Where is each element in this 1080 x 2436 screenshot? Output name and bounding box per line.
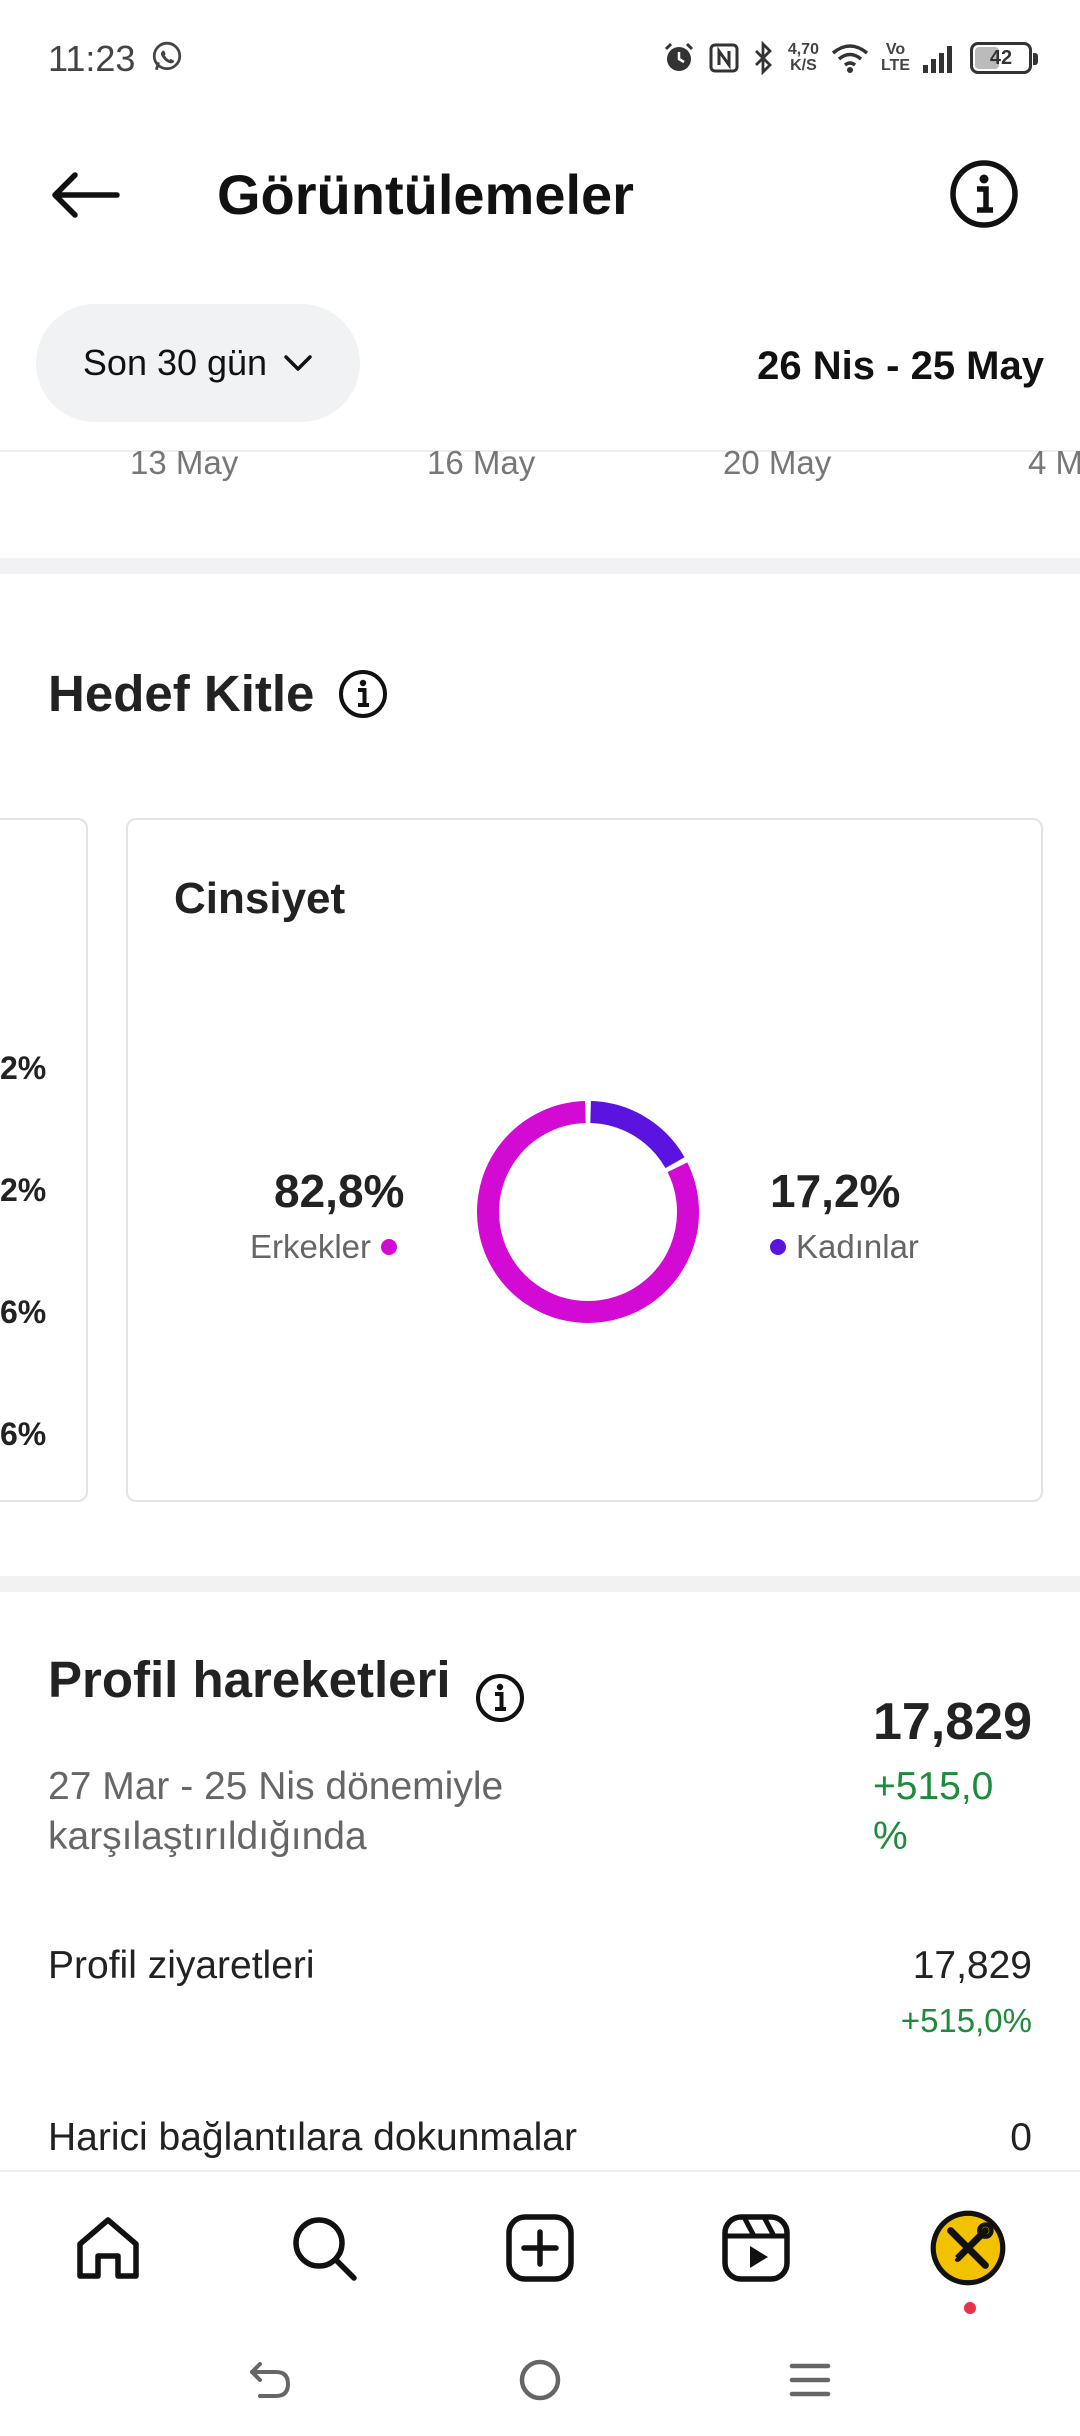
nav-home[interactable] [68, 2208, 148, 2288]
percentage-value: 2% [0, 1050, 47, 1086]
menu-lines-icon [789, 2363, 831, 2397]
search-icon [293, 2217, 357, 2281]
women-legend: Kadınlar [770, 1228, 919, 1266]
reels-icon [722, 2214, 790, 2282]
home-circle-icon [519, 2359, 561, 2401]
wifi-icon [831, 44, 869, 73]
bluetooth-icon [754, 41, 772, 75]
audience-title: Hedef Kitle [48, 665, 315, 722]
gender-donut-chart [477, 1101, 699, 1323]
axis-label: 16 May [427, 444, 536, 481]
nav-profile[interactable] [928, 2208, 1008, 2288]
percentage-value: 2% [0, 1172, 47, 1208]
bottom-nav [0, 2170, 1080, 2320]
volte-indicator: Vo LTE [880, 41, 910, 74]
status-bar: 11:23 4,70 K/S Vo LTE [0, 0, 1080, 120]
chevron-down-icon [284, 355, 312, 371]
divider [0, 450, 1080, 452]
profile-activity-title: Profil hareketleri [48, 1651, 451, 1708]
women-label: Kadınlar [796, 1228, 919, 1265]
back-button[interactable] [40, 158, 130, 232]
nav-search[interactable] [284, 2208, 364, 2288]
men-color-dot [381, 1239, 398, 1255]
profile-visits-value: 17,829 [912, 1944, 1032, 1987]
comparison-note: 27 Mar - 25 Nis dönemiyle karşılaştırıld… [48, 1765, 504, 1858]
axis-label: 13 May [130, 444, 239, 481]
info-icon[interactable] [948, 158, 1020, 230]
donut-segment-men [477, 1101, 699, 1323]
signal-icon [923, 46, 952, 73]
section-separator [0, 558, 1080, 574]
period-label: Son 30 gün [82, 342, 268, 383]
status-time: 11:23 [48, 38, 136, 79]
info-icon[interactable] [474, 1672, 526, 1724]
home-icon [77, 2217, 139, 2279]
date-range: 26 Nis - 25 May [757, 344, 1044, 388]
women-color-dot [770, 1239, 786, 1255]
external-link-taps-label: Harici bağlantılara dokunmalar [48, 2116, 577, 2159]
system-nav-bar [0, 2320, 1080, 2436]
profile-activity-total: 17,829 [872, 1693, 1032, 1751]
percentage-value: 6% [0, 1294, 47, 1330]
percentage-value: 6% [0, 1416, 47, 1452]
whatsapp-icon [152, 41, 182, 71]
system-back-button[interactable] [240, 2350, 300, 2410]
back-gesture-icon [250, 2362, 291, 2398]
page-title: Görüntülemeler [217, 163, 634, 226]
men-label: Erkekler [250, 1228, 372, 1265]
alarm-icon [664, 42, 693, 71]
battery-indicator: 42 [970, 42, 1038, 74]
network-speed: 4,70 K/S [787, 41, 819, 74]
info-icon[interactable] [337, 668, 389, 720]
notification-dot [964, 2302, 976, 2314]
age-card-partial[interactable]: 2% 2% 6% 6% [0, 818, 88, 1502]
profile-visits-delta: +515,0% [900, 2002, 1032, 2039]
women-percentage: 17,2% [770, 1165, 901, 1217]
profile-activity-delta: +515,0 % [873, 1765, 994, 1858]
axis-label: 4 M [1028, 444, 1080, 481]
profile-visits-label: Profil ziyaretleri [48, 1944, 315, 1987]
men-percentage: 82,8% [274, 1165, 405, 1217]
nav-reels[interactable] [716, 2208, 796, 2288]
system-recents-button[interactable] [780, 2350, 840, 2410]
arrow-left-icon [52, 172, 120, 218]
gender-card[interactable]: Cinsiyet 82,8% Erkekler 17,2% Kadınlar [126, 818, 1043, 1502]
men-legend: Erkekler [250, 1228, 398, 1266]
system-home-button[interactable] [510, 2350, 570, 2410]
period-dropdown[interactable]: Son 30 gün [36, 304, 360, 422]
donut-segment-women [589, 1101, 685, 1169]
profile-avatar [930, 2210, 1006, 2286]
nav-create[interactable] [500, 2208, 580, 2288]
axis-label: 20 May [723, 444, 832, 481]
external-link-taps-value: 0 [1010, 2116, 1032, 2159]
card-title: Cinsiyet [174, 874, 346, 923]
section-separator [0, 1576, 1080, 1592]
nfc-icon [709, 43, 739, 73]
create-icon [506, 2214, 574, 2282]
